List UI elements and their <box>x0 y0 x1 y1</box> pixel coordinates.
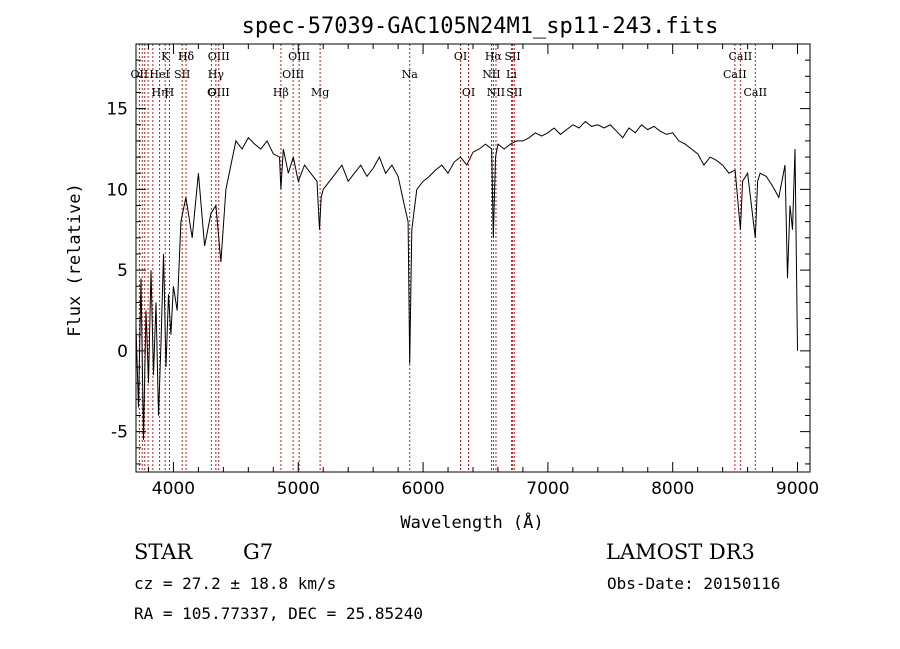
line-label: OII <box>131 68 149 81</box>
emission-line-markers <box>138 44 756 472</box>
line-label: H <box>165 86 175 99</box>
x-tick-label: 4000 <box>152 479 195 499</box>
line-label: NII <box>482 68 500 81</box>
plot-frame <box>135 43 811 473</box>
line-label: HeI <box>149 68 169 81</box>
y-tick-label: -5 <box>111 423 128 443</box>
line-label: CaII <box>729 50 753 63</box>
obs-date: Obs-Date: 20150116 <box>607 574 781 593</box>
line-label: OI <box>454 50 467 63</box>
y-axis-label: Flux (relative) <box>65 183 85 337</box>
line-label: Mg <box>311 86 329 99</box>
x-tick-label: 9000 <box>776 479 819 499</box>
axis-ticks: 4000 5000 6000 7000 8000 9000 -5 0 5 10 15 <box>106 44 819 499</box>
survey-name: LAMOST DR3 <box>606 540 755 564</box>
line-label: OIII <box>288 50 310 63</box>
line-label: NII <box>487 86 505 99</box>
line-label: Hβ <box>273 86 289 99</box>
line-label: Li <box>506 68 517 81</box>
y-tick-label: 10 <box>106 180 128 200</box>
line-label: Hα <box>485 50 503 63</box>
x-tick-label: 6000 <box>401 479 444 499</box>
y-tick-label: 5 <box>117 261 128 281</box>
spectrum-line <box>135 120 798 440</box>
line-label: SII <box>174 68 190 81</box>
line-label: SII <box>506 86 522 99</box>
line-label: G <box>207 86 216 99</box>
line-label: Na <box>402 68 419 81</box>
line-label: OIII <box>282 68 304 81</box>
line-label: Hη <box>151 86 167 99</box>
x-tick-label: 7000 <box>526 479 569 499</box>
line-label: OIII <box>208 50 230 63</box>
redshift-value: cz = 27.2 ± 18.8 km/s <box>134 574 337 593</box>
line-label: SII <box>504 50 520 63</box>
object-subclass: G7 <box>243 540 274 564</box>
line-label: Hδ <box>178 50 195 63</box>
line-label: CaII <box>743 86 767 99</box>
coordinates: RA = 105.77337, DEC = 25.85240 <box>134 604 423 623</box>
x-tick-label: 8000 <box>651 479 694 499</box>
line-label: OI <box>462 86 475 99</box>
x-tick-label: 5000 <box>277 479 320 499</box>
y-tick-label: 15 <box>106 100 128 120</box>
line-label: CaII <box>723 68 747 81</box>
line-label: K <box>161 50 170 63</box>
line-label: Hγ <box>208 68 225 81</box>
chart-title: spec-57039-GAC105N24M1_sp11-243.fits <box>242 14 719 39</box>
line-label: Hδ <box>178 50 195 63</box>
x-axis-label: Wavelength (Å) <box>400 511 543 533</box>
object-class: STAR <box>134 540 193 564</box>
line-label: OIII <box>208 86 230 99</box>
y-tick-label: 0 <box>117 342 128 362</box>
